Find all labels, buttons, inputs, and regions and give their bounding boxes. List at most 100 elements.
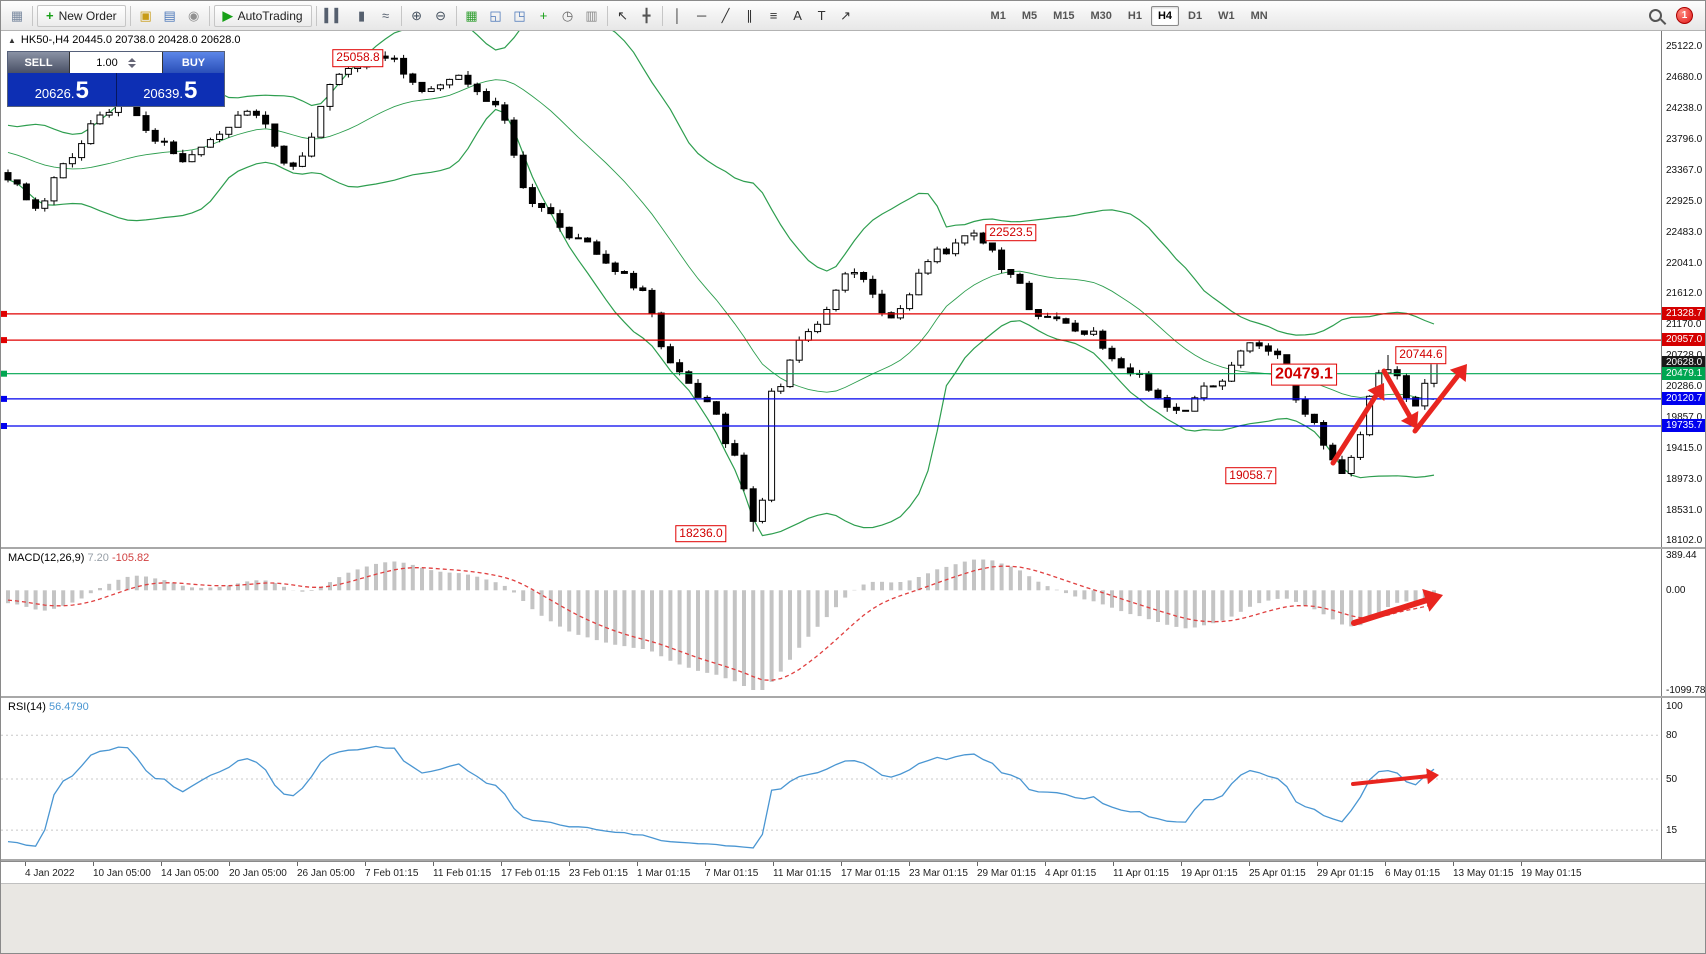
time-label: 1 Mar 01:15	[637, 868, 691, 879]
sell-price[interactable]: 20626. 5	[8, 73, 116, 106]
trendline-tool-icon-button[interactable]: ╱	[715, 5, 737, 27]
rsi-axis-value: 50	[1666, 774, 1678, 785]
cursor-tool-icon-button[interactable]: ↖	[612, 5, 634, 27]
sell-price-main: 20626.	[34, 85, 75, 101]
text-tool-icon-button[interactable]: A	[787, 5, 809, 27]
search-button[interactable]	[1644, 5, 1666, 27]
print-icon-button[interactable]: ▤	[159, 5, 181, 27]
bollinger-lower-band[interactable]	[7, 108, 1435, 537]
tile-windows-icon-button[interactable]: ▦	[461, 5, 483, 27]
time-tick	[1249, 862, 1250, 866]
new-order-button[interactable]: + New Order	[37, 4, 126, 27]
new-order-icon: +	[46, 8, 54, 23]
buy-price[interactable]: 20639. 5	[117, 73, 225, 106]
trend-arrow[interactable]	[1351, 597, 1429, 626]
period-converter-icon-button[interactable]: ◷	[557, 5, 579, 27]
horizontal-line-tool-icon-button[interactable]: ─	[691, 5, 713, 27]
new-subwindow-icon-button[interactable]: +	[533, 5, 555, 27]
notification-badge[interactable]: 1	[1676, 7, 1693, 24]
price-annotation[interactable]: 20744.6	[1395, 346, 1447, 364]
timeframe-m15[interactable]: M15	[1053, 9, 1075, 22]
candlestick-mode-icon-button[interactable]: ▮	[351, 5, 373, 27]
timeframe-mn[interactable]: MN	[1250, 9, 1268, 22]
bollinger-upper-band[interactable]	[7, 31, 1435, 336]
time-axis[interactable]: 4 Jan 2022 10 Jan 05:00 14 Jan 05:00 20 Jan…	[1, 861, 1705, 883]
sell-price-big-digit: 5	[75, 77, 89, 104]
timeframe-m30[interactable]: M30	[1090, 9, 1112, 22]
cursor-tool-icon: ↖	[617, 8, 628, 23]
rsi-indicator[interactable]	[1, 698, 1661, 859]
macd-signal-value: -105.82	[111, 552, 150, 564]
price-annotation[interactable]: 25058.8	[332, 49, 384, 68]
price-annotation[interactable]: 18236.0	[675, 524, 727, 543]
time-tick	[909, 862, 910, 866]
price-tick: 23367.0	[1666, 164, 1703, 176]
price-tag: 20628.0	[1662, 356, 1705, 370]
line-chart-mode-icon: ≈	[381, 8, 390, 23]
time-tick	[1181, 862, 1182, 866]
chart-window-icon-button[interactable]: ▦	[6, 5, 28, 27]
time-label: 17 Feb 01:15	[501, 868, 560, 879]
timeframe-h1[interactable]: H1	[1127, 9, 1142, 22]
rsi-panel: RSI(14) 56.4790	[1, 698, 1661, 859]
timeframe-d1[interactable]: D1	[1188, 9, 1203, 22]
trend-arrow[interactable]	[1351, 774, 1430, 786]
panel-divider[interactable]	[1, 859, 1705, 861]
macd-axis-value: 0.00	[1666, 585, 1686, 597]
chart-window-icon: ▦	[10, 8, 24, 23]
candlestick-chart[interactable]	[1, 31, 1661, 547]
timeframe-h4[interactable]: H4	[1150, 5, 1180, 26]
time-tick	[1045, 862, 1046, 866]
volume-input[interactable]: 1.00	[70, 52, 162, 73]
zoom-out-icon-button[interactable]: ⊖	[430, 5, 452, 27]
trade-widget-prices: 20626. 5 20639. 5	[8, 73, 224, 106]
metaeditor-icon-button[interactable]: ▣	[135, 5, 157, 27]
timeframe-w1[interactable]: W1	[1218, 9, 1235, 22]
chart-shift-icon-button[interactable]: ▥	[581, 5, 603, 27]
fibonacci-tool-icon-button[interactable]: ≡	[763, 5, 785, 27]
metaeditor-icon: ▣	[139, 8, 152, 23]
channel-tool-icon-button[interactable]: ∥	[739, 5, 761, 27]
volume-spinner[interactable]	[127, 57, 136, 68]
cascade-windows-icon-button[interactable]: ◳	[509, 5, 531, 27]
price-axis[interactable]: 25122.0 24680.0 24238.0 23796.0 23367.0 22925…	[1661, 31, 1705, 861]
arrange-windows-icon-button[interactable]: ◱	[485, 5, 507, 27]
bollinger-middle-band[interactable]	[7, 79, 1435, 401]
autotrading-label: AutoTrading	[237, 8, 303, 23]
trend-arrow[interactable]	[1330, 393, 1379, 466]
panel-divider[interactable]	[1, 547, 1705, 549]
arrows-tool-icon-button[interactable]: ↗	[835, 5, 857, 27]
sell-button[interactable]: SELL	[8, 52, 70, 73]
time-tick	[161, 862, 162, 866]
vertical-line-tool-icon-button[interactable]: │	[667, 5, 689, 27]
price-tag: 21328.7	[1662, 306, 1705, 320]
price-annotation[interactable]: 19058.7	[1225, 466, 1277, 485]
market-icon-button[interactable]: ◉	[183, 5, 205, 27]
trend-arrow[interactable]	[1412, 373, 1461, 434]
buy-price-main: 20639.	[143, 85, 183, 101]
autotrading-button[interactable]: ▶ AutoTrading	[213, 4, 312, 27]
macd-indicator[interactable]	[1, 549, 1661, 696]
panel-divider[interactable]	[1, 696, 1705, 698]
price-annotation[interactable]: 22523.5	[985, 224, 1037, 242]
price-tick: 23796.0	[1666, 134, 1703, 146]
spinner-up-icon[interactable]	[127, 57, 136, 62]
time-label: 29 Mar 01:15	[977, 868, 1036, 879]
spinner-down-icon[interactable]	[127, 63, 136, 68]
line-chart-mode-icon-button[interactable]: ≈	[375, 5, 397, 27]
chart-annotations: 25058.8 22523.5 20744.6 20479.1 19058.7 18236…	[1, 31, 1661, 547]
crosshair-tool-icon-button[interactable]: ╋	[636, 5, 658, 27]
zoom-in-icon-button[interactable]: ⊕	[406, 5, 428, 27]
label-tool-icon-button[interactable]: T	[811, 5, 833, 27]
buy-button[interactable]: BUY	[162, 52, 224, 73]
rsi-value: 56.4790	[48, 701, 89, 713]
timeframe-m1[interactable]: M1	[990, 9, 1006, 22]
bar-chart-mode-icon-button[interactable]: ▍▍	[321, 5, 349, 27]
time-tick	[297, 862, 298, 866]
trend-arrow-head	[1426, 768, 1439, 785]
trend-arrow[interactable]	[1381, 368, 1413, 419]
timeframe-m5[interactable]: M5	[1021, 9, 1038, 22]
price-annotation[interactable]: 20479.1	[1271, 363, 1337, 387]
toolbar-separator	[661, 5, 663, 26]
